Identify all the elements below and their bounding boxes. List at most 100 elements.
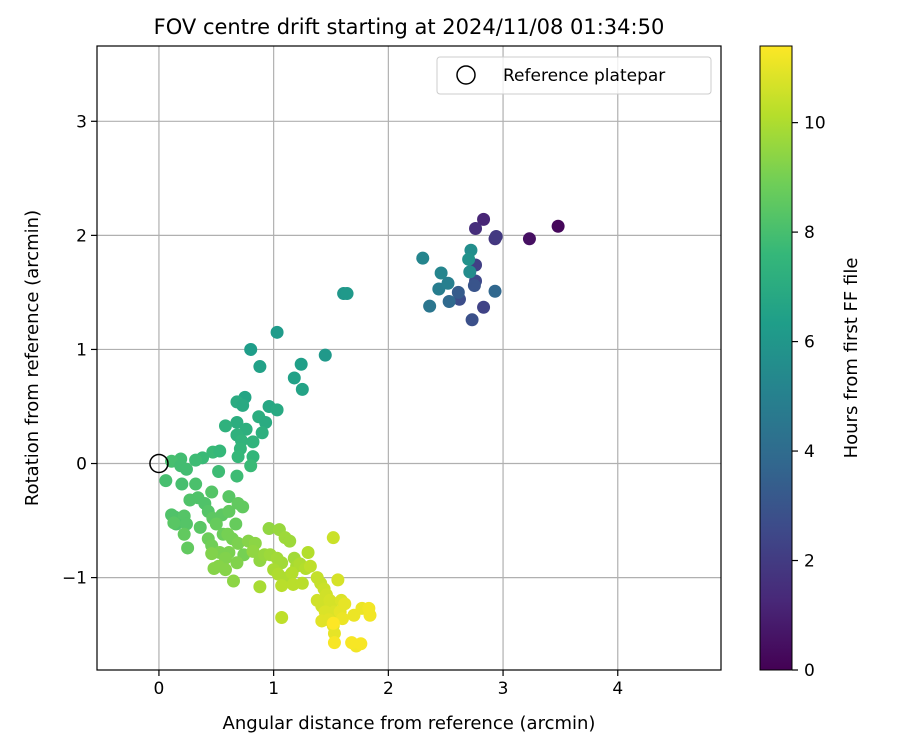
data-point — [489, 230, 503, 244]
data-point — [270, 403, 284, 417]
x-tick-label: 0 — [154, 679, 165, 699]
data-point — [327, 626, 341, 640]
data-point — [244, 459, 258, 473]
data-point — [488, 284, 502, 298]
data-point — [275, 579, 289, 593]
legend-entry-label: Reference platepar — [503, 66, 665, 86]
data-point — [218, 563, 232, 577]
data-point — [270, 325, 284, 339]
data-point — [287, 371, 301, 385]
data-point — [463, 265, 477, 279]
data-point — [167, 516, 181, 530]
data-point — [303, 559, 317, 573]
colorbar-gradient — [759, 45, 793, 671]
data-point — [255, 426, 269, 440]
data-point — [236, 500, 250, 514]
data-point — [363, 608, 377, 622]
data-point — [231, 450, 245, 464]
data-point — [175, 477, 189, 491]
colorbar-tick-label: 2 — [804, 552, 815, 572]
data-point — [326, 531, 340, 545]
data-point — [275, 611, 289, 625]
data-point — [177, 527, 191, 541]
data-point — [462, 252, 476, 266]
data-point — [441, 276, 455, 290]
plot-frame — [96, 45, 722, 671]
colorbar-tick-label: 8 — [804, 223, 815, 243]
data-point — [326, 616, 340, 630]
data-point — [230, 556, 244, 570]
chart-title: FOV centre drift starting at 2024/11/08 … — [154, 15, 665, 39]
data-point — [338, 597, 352, 611]
data-point — [318, 348, 332, 362]
data-point — [193, 520, 207, 534]
data-point — [295, 382, 309, 396]
data-point — [183, 493, 197, 507]
data-point — [283, 534, 297, 548]
data-point — [295, 576, 309, 590]
data-point — [230, 469, 244, 483]
data-point — [246, 544, 260, 558]
colorbar-tick-label: 6 — [804, 333, 815, 353]
x-tick-label: 3 — [498, 679, 509, 699]
data-point — [477, 212, 491, 226]
colorbar-label: Hours from first FF file — [841, 258, 862, 459]
x-axis-ticks: 0 1 2 3 4 — [154, 670, 623, 699]
data-point — [294, 357, 308, 371]
data-point — [189, 477, 203, 491]
data-point — [442, 295, 456, 309]
data-point — [327, 636, 341, 650]
data-point — [181, 541, 195, 555]
data-point — [262, 522, 276, 536]
data-point — [467, 279, 481, 293]
data-point — [218, 419, 232, 433]
data-point — [213, 444, 227, 458]
data-point — [551, 219, 565, 233]
data-point — [259, 415, 273, 429]
y-tick-label: 0 — [76, 455, 87, 475]
data-point — [331, 573, 345, 587]
data-point — [205, 547, 219, 561]
y-axis-ticks: −1 0 1 2 3 — [62, 112, 97, 589]
data-point — [253, 360, 267, 374]
data-point — [231, 536, 245, 550]
data-point — [159, 474, 173, 488]
data-point — [207, 561, 221, 575]
colorbar-tick-label: 0 — [804, 661, 815, 681]
x-tick-label: 1 — [268, 679, 279, 699]
data-point — [465, 313, 479, 327]
reference-platepar-marker — [149, 453, 169, 474]
x-tick-label: 2 — [383, 679, 394, 699]
legend: Reference platepar — [436, 56, 712, 95]
data-point — [179, 462, 193, 476]
legend-box — [436, 56, 712, 95]
data-point — [345, 636, 359, 650]
y-tick-label: 2 — [76, 226, 87, 246]
data-point — [253, 580, 267, 594]
data-point — [209, 517, 223, 531]
data-point — [522, 232, 536, 246]
data-point — [179, 517, 193, 531]
data-points — [149, 212, 565, 653]
legend-reference-marker — [456, 65, 476, 85]
x-tick-label: 4 — [612, 679, 623, 699]
colorbar-ticks: 0 2 4 6 8 10 — [792, 114, 826, 681]
data-point — [236, 398, 250, 412]
y-tick-label: −1 — [62, 569, 87, 589]
data-point — [212, 465, 226, 479]
data-point — [423, 299, 437, 313]
grid-lines — [97, 46, 721, 670]
data-point — [222, 504, 236, 518]
data-point — [246, 435, 260, 449]
data-point — [244, 342, 258, 356]
data-point — [301, 546, 315, 560]
data-point — [477, 300, 491, 314]
colorbar-tick-label: 4 — [804, 442, 815, 462]
colorbar: 0 2 4 6 8 10 Hours from first FF file — [759, 45, 862, 681]
data-point — [285, 566, 299, 580]
data-point — [340, 287, 354, 301]
y-tick-label: 3 — [76, 112, 87, 132]
data-point — [434, 266, 448, 280]
data-point — [189, 453, 203, 467]
